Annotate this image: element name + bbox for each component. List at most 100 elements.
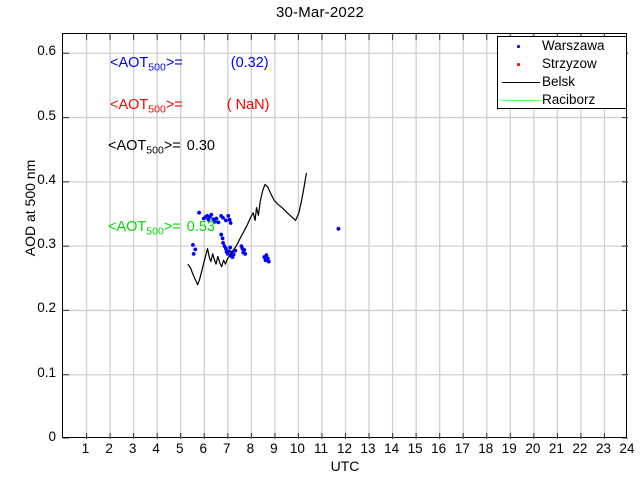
annotation-prefix: <AOT: [108, 219, 147, 235]
legend-line-icon: [502, 99, 540, 101]
annotation-prefix: <AOT: [110, 97, 149, 113]
data-point-warszawa: [193, 247, 198, 252]
data-point-warszawa: [264, 253, 269, 258]
legend-item-strzyzow[interactable]: Strzyzow: [498, 55, 626, 73]
annotation-value: 0.53: [186, 219, 215, 235]
annotation-prefix: <AOT: [108, 138, 147, 154]
data-point-warszawa: [221, 215, 225, 220]
x-tick-label: 1: [81, 441, 90, 456]
annotation-label: <AOT500>=: [108, 219, 181, 238]
annotation-suffix: >=: [165, 55, 183, 71]
annotation-subscript: 500: [148, 61, 166, 74]
y-tick-label: 0.2: [37, 300, 56, 316]
data-point-warszawa: [209, 212, 214, 217]
x-tick-label: 13: [360, 441, 376, 456]
data-point-warszawa: [205, 214, 209, 218]
data-point-warszawa: [212, 219, 217, 224]
annotation-suffix: >=: [163, 219, 181, 235]
data-point-warszawa: [336, 226, 341, 231]
data-point-warszawa: [231, 252, 236, 257]
data-point-warszawa: [224, 246, 228, 251]
legend-symbol: [498, 91, 542, 109]
y-tick-label: 0: [48, 429, 56, 444]
data-point-warszawa: [228, 221, 233, 225]
y-tick-label: 0.3: [37, 236, 56, 252]
x-tick-label: 2: [105, 441, 113, 456]
legend-item-warszawa[interactable]: Warszawa: [498, 37, 626, 55]
data-point-warszawa: [214, 216, 219, 221]
legend-symbol: [498, 55, 542, 73]
legend-label: Warszawa: [542, 38, 605, 53]
page-title: 30-Mar-2022: [275, 4, 365, 21]
legend-label: Strzyzow: [542, 56, 597, 71]
annotation-raciborz-mean: <AOT500>= 0.53: [108, 219, 215, 237]
legend-line-icon: [502, 81, 540, 83]
y-tick-label: 0.5: [37, 107, 56, 123]
legend-item-raciborz[interactable]: Raciborz: [498, 91, 626, 109]
x-tick-label: 16: [431, 441, 447, 456]
x-tick-label: 22: [572, 441, 588, 456]
x-tick-label: 10: [289, 441, 305, 456]
plot-canvas: [63, 34, 628, 439]
x-tick-label: 18: [478, 441, 494, 456]
annotation-warszawa-mean: <AOT500>= (0.32): [110, 55, 269, 73]
legend: Warszawa Strzyzow Belsk Raciborz: [497, 36, 627, 109]
annotation-subscript: 500: [146, 225, 164, 238]
x-tick-label: 14: [384, 441, 400, 456]
data-point-warszawa: [220, 236, 225, 241]
x-tick-label: 20: [525, 441, 541, 456]
data-point-warszawa: [216, 220, 221, 225]
data-point-warszawa: [242, 248, 247, 252]
x-axis-label: UTC: [330, 458, 360, 474]
series-line-belsk: [187, 172, 308, 286]
x-tick-label: 7: [223, 441, 231, 456]
annotation-label: <AOT500>=: [108, 138, 181, 157]
data-point-warszawa: [227, 249, 231, 254]
x-tick-label: 19: [501, 441, 517, 456]
annotation-suffix: >=: [165, 97, 183, 113]
annotation-subscript: 500: [148, 103, 166, 116]
data-point-warszawa: [243, 251, 248, 256]
y-tick-label: 0.6: [37, 43, 56, 59]
legend-dot-icon: [517, 63, 520, 66]
data-point-warszawa: [221, 241, 225, 245]
legend-dot-icon: [517, 45, 520, 48]
annotation-value: 0.30: [186, 138, 215, 154]
annotation-label: <AOT500>=: [110, 55, 183, 74]
legend-symbol: [498, 73, 542, 91]
data-point-warszawa: [227, 217, 232, 222]
x-tick-label: 23: [595, 441, 611, 456]
data-point-warszawa: [228, 245, 233, 250]
x-tick-label: 11: [313, 441, 328, 456]
data-point-warszawa: [191, 251, 196, 256]
y-tick-label: 0.4: [37, 171, 56, 187]
y-tick-label: 0.1: [37, 364, 56, 380]
data-point-warszawa: [226, 214, 231, 218]
x-tick-label: 4: [152, 441, 160, 456]
data-point-warszawa: [206, 217, 211, 222]
x-tick-label: 8: [246, 441, 255, 456]
data-point-warszawa: [224, 218, 228, 223]
legend-symbol: [498, 37, 542, 55]
y-axis-label: AOD at 500 nm: [22, 159, 38, 257]
x-tick-label: 9: [270, 441, 278, 456]
x-tick-label: 21: [548, 441, 564, 456]
x-tick-label: 24: [619, 441, 635, 456]
annotation-value: ( NaN): [226, 97, 270, 113]
data-point-warszawa: [265, 256, 270, 261]
annotation-strzyzow-mean: <AOT500>= ( NaN): [110, 97, 269, 115]
annotation-prefix: <AOT: [110, 55, 149, 71]
data-point-warszawa: [266, 259, 271, 264]
x-tick-label: 6: [199, 441, 207, 456]
annotation-subscript: 500: [146, 144, 164, 157]
x-tick-label: 15: [407, 441, 423, 456]
x-tick-label: 12: [336, 441, 353, 456]
x-tick-label: 17: [454, 441, 470, 456]
legend-label: Raciborz: [542, 92, 596, 107]
legend-item-belsk[interactable]: Belsk: [498, 73, 626, 91]
x-tick-label: 3: [128, 441, 137, 456]
annotation-suffix: >=: [163, 138, 181, 154]
legend-label: Belsk: [542, 74, 576, 89]
data-point-warszawa: [191, 242, 195, 247]
